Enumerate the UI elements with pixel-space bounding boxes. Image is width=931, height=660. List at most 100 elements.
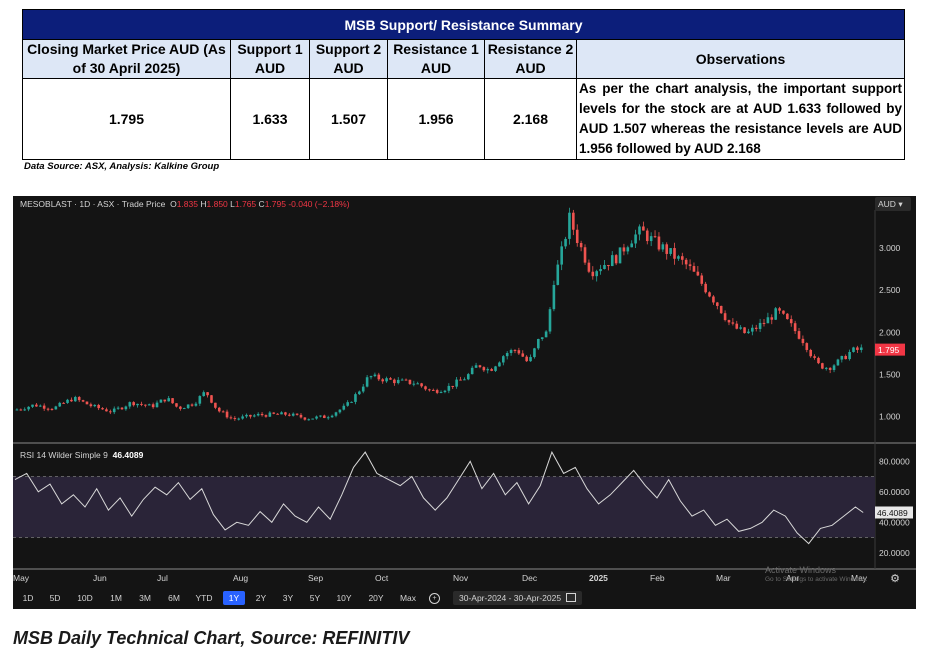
range-button-1d[interactable]: 1D <box>22 593 34 603</box>
candle-body <box>735 323 739 329</box>
candle-body <box>280 412 283 415</box>
candle-body <box>229 417 233 419</box>
candle-body <box>836 359 840 366</box>
range-button-6m[interactable]: 6M <box>168 593 180 603</box>
candle-body <box>517 350 521 354</box>
time-tick-label: Feb <box>650 573 665 583</box>
time-tick-label: Jun <box>93 573 107 583</box>
open-label: O <box>170 199 177 209</box>
range-button-3y[interactable]: 3Y <box>282 593 294 603</box>
candle-body <box>498 362 501 367</box>
candle-body <box>540 337 544 339</box>
range-button-20y[interactable]: 20Y <box>368 593 384 603</box>
candle-body <box>128 402 132 407</box>
range-button-5y[interactable]: 5Y <box>309 593 321 603</box>
candle-body <box>680 256 684 260</box>
candle-body <box>692 266 696 272</box>
candle-body <box>661 244 665 250</box>
candle-body <box>365 377 369 387</box>
candle-body <box>326 417 330 419</box>
candle-body <box>688 264 692 267</box>
candle-body <box>828 367 832 370</box>
candle-body <box>459 379 462 381</box>
header-resistance-2: Resistance 2 AUD <box>484 39 577 79</box>
candle-body <box>782 310 785 314</box>
candle-body <box>389 378 392 380</box>
time-tick-label: Dec <box>522 573 538 583</box>
candle-body <box>66 399 69 403</box>
data-source-note: Data Source: ASX, Analysis: Kalkine Grou… <box>24 161 220 172</box>
candle-body <box>770 317 774 320</box>
candle-body <box>716 302 719 306</box>
candle-body <box>537 338 540 349</box>
settings-gear-icon[interactable]: ⚙ <box>890 573 900 585</box>
support-1-value: 1.633 <box>230 78 310 160</box>
candle-body <box>284 412 287 415</box>
currency-button[interactable]: AUD ▾ <box>875 197 911 211</box>
candle-body <box>568 212 571 239</box>
date-range-picker[interactable]: 30-Apr-2024 - 30-Apr-2025 <box>453 591 583 605</box>
time-tick-label: 2025 <box>589 573 608 583</box>
candle-body <box>42 405 46 409</box>
candle-body <box>607 265 610 267</box>
candle-body <box>85 401 89 405</box>
candle-body <box>70 399 73 402</box>
candle-body <box>330 415 334 418</box>
candle-body <box>342 405 346 410</box>
chevron-down-icon: ▾ <box>898 199 903 209</box>
candle-body <box>712 296 715 303</box>
candle-body <box>786 313 789 320</box>
candle-body <box>684 259 688 265</box>
rsi-last-tag <box>875 506 913 519</box>
price-tick-label: 1.000 <box>879 412 901 422</box>
candle-body <box>354 394 357 402</box>
candle-body <box>595 271 598 277</box>
time-tick-label: Mar <box>716 573 731 583</box>
candle-body <box>657 236 661 250</box>
high-value: 1.850 <box>206 199 228 209</box>
range-button-10d[interactable]: 10D <box>77 593 93 603</box>
candle-body <box>789 319 793 324</box>
candle-body <box>797 331 801 339</box>
low-label: L <box>230 199 235 209</box>
candle-body <box>190 404 194 406</box>
compare-add-icon[interactable]: + <box>429 593 440 604</box>
range-button-ytd[interactable]: YTD <box>195 593 213 603</box>
candle-body <box>159 399 163 403</box>
candle-body <box>112 408 116 413</box>
header-support-1: Support 1 AUD <box>230 39 310 79</box>
candle-body <box>202 392 206 397</box>
range-button-3m[interactable]: 3M <box>139 593 151 603</box>
candle-body <box>859 347 863 350</box>
rsi-tick-label: 80.0000 <box>879 456 910 466</box>
symbol-label: MESOBLAST · 1D · ASX · Trade Price <box>20 199 166 209</box>
candle-body <box>260 413 264 416</box>
technical-chart[interactable]: 1.000 1.500 2.000 2.500 3.000 1.795 20.0000 40.… <box>13 196 916 609</box>
range-button-max[interactable]: Max <box>399 593 417 603</box>
range-button-1y[interactable]: 1Y <box>223 591 245 605</box>
candle-body <box>58 402 62 407</box>
candle-body <box>97 404 100 409</box>
time-tick-label: Apr <box>786 573 799 583</box>
candle-body <box>400 379 404 381</box>
candle-body <box>564 238 567 247</box>
candle-body <box>140 403 143 405</box>
range-button-5d[interactable]: 5D <box>49 593 61 603</box>
candle-body <box>89 404 93 407</box>
candle-body <box>482 367 486 371</box>
range-button-1m[interactable]: 1M <box>110 593 122 603</box>
candle-body <box>856 347 859 350</box>
header-resistance-1: Resistance 1 AUD <box>387 39 485 79</box>
candle-body <box>373 374 377 377</box>
rsi-tick-label: 20.0000 <box>879 548 910 558</box>
range-button-2y[interactable]: 2Y <box>255 593 267 603</box>
chart-canvas[interactable]: 1.000 1.500 2.000 2.500 3.000 1.795 20.0000 40.… <box>13 196 916 609</box>
candle-body <box>583 247 587 263</box>
candle-body <box>447 385 451 391</box>
candle-body <box>268 412 272 417</box>
candle-body <box>182 408 186 410</box>
close-label: C <box>258 199 265 209</box>
range-button-10y[interactable]: 10Y <box>336 593 352 603</box>
close-value: 1.795 <box>264 199 286 209</box>
candle-body <box>105 409 108 412</box>
